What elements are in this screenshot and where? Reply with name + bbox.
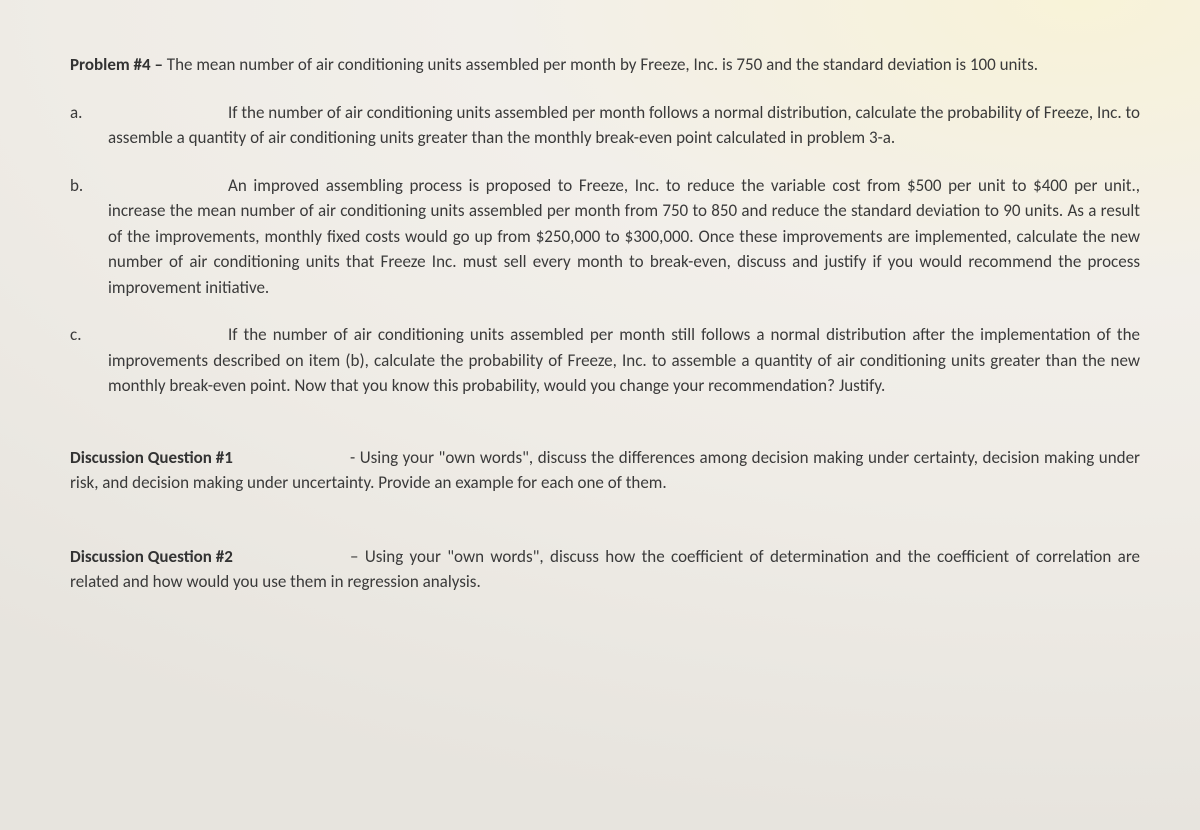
problem-label: Problem #4 –	[70, 54, 163, 75]
item-letter: c.	[70, 322, 108, 399]
problem-intro: Problem #4 – The mean number of air cond…	[70, 52, 1140, 78]
item-body: If the number of air conditioning units …	[108, 100, 1140, 151]
item-letter: a.	[70, 100, 108, 151]
document-page: Problem #4 – The mean number of air cond…	[70, 52, 1140, 595]
item-text: If the number of air conditioning units …	[108, 102, 1140, 149]
dq-label: Discussion Question #2	[70, 544, 350, 570]
item-text: If the number of air conditioning units …	[108, 324, 1140, 396]
discussion-question-1: Discussion Question #1- Using your "own …	[70, 445, 1140, 496]
item-c: c. If the number of air conditioning uni…	[70, 322, 1140, 399]
item-text: An improved assembling process is propos…	[108, 175, 1140, 298]
discussion-question-2: Discussion Question #2– Using your "own …	[70, 544, 1140, 595]
item-a: a. If the number of air conditioning uni…	[70, 100, 1140, 151]
dq-label: Discussion Question #1	[70, 445, 350, 471]
problem-intro-text: The mean number of air conditioning unit…	[163, 54, 1038, 75]
item-body: An improved assembling process is propos…	[108, 173, 1140, 301]
item-b: b. An improved assembling process is pro…	[70, 173, 1140, 301]
item-letter: b.	[70, 173, 108, 301]
item-body: If the number of air conditioning units …	[108, 322, 1140, 399]
